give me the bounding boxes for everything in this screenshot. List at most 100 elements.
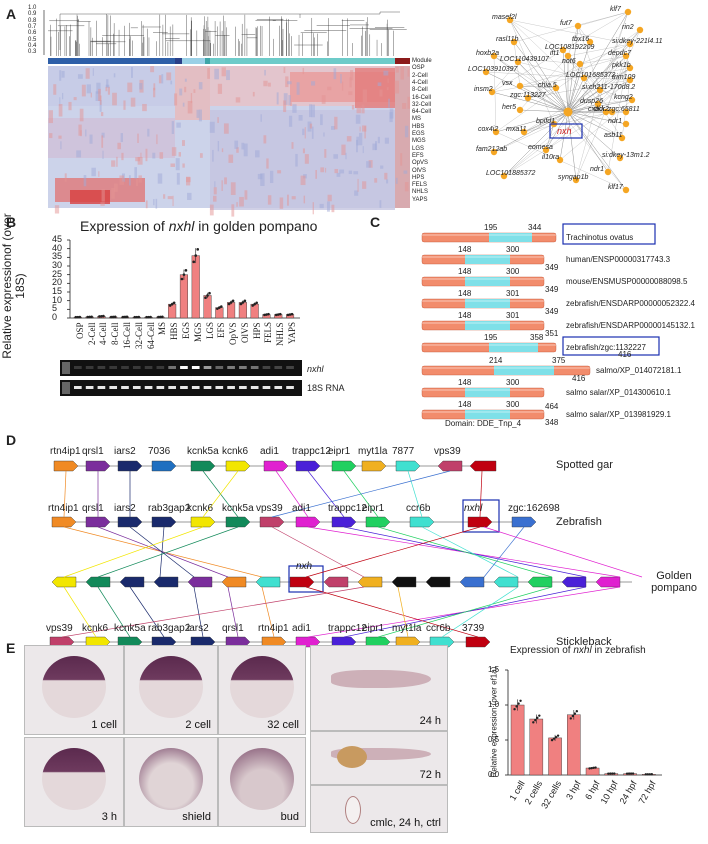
- network-node: [622, 120, 630, 128]
- species-label: Stickleback: [556, 636, 612, 648]
- network-gene-label: kcng2: [614, 94, 633, 101]
- heatmap-cell: [170, 163, 176, 167]
- heatmap-cell: [48, 110, 53, 124]
- heatmap-cell: [170, 80, 173, 85]
- gel-band-nxhl: [144, 366, 153, 369]
- chart-b-point: [137, 315, 141, 319]
- network-gene-label: eomesa: [528, 144, 553, 151]
- heatmap-cell: [92, 68, 94, 76]
- heatmap-row-label: MGS: [412, 138, 426, 145]
- heatmap-block: [395, 66, 410, 208]
- heatmap-cell: [135, 178, 139, 187]
- embryo-shape: [230, 748, 294, 810]
- chart-e-point: [571, 714, 575, 718]
- gel-band-18s: [203, 386, 212, 389]
- heatmap-cell: [379, 89, 383, 97]
- heatmap-cell: [362, 89, 368, 103]
- panel-label-d: D: [6, 432, 17, 448]
- heatmap-cell: [134, 167, 137, 179]
- heatmap-cell: [98, 88, 101, 101]
- heatmap-cell: [350, 70, 354, 81]
- gel-band-18s: [121, 386, 129, 389]
- heatmap-cell: [377, 136, 380, 144]
- heatmap-cell: [336, 172, 341, 177]
- heatmap-cell: [209, 121, 215, 133]
- heatmap-cell: [121, 173, 125, 182]
- heatmap-cell: [267, 82, 271, 87]
- protein-length-2: 416: [618, 350, 632, 359]
- heatmap-cell: [61, 70, 65, 78]
- gar-gene-label: 7036: [148, 446, 171, 457]
- network-edge: [513, 41, 569, 113]
- heatmap-cell: [76, 150, 82, 158]
- embryo-caption: cmlc, 24 h, ctrl: [370, 817, 441, 829]
- gel-band-nxhl: [274, 366, 283, 369]
- module-color-bar: [175, 58, 182, 64]
- heatmap-cell: [239, 196, 244, 207]
- heatmap-cell: [80, 130, 82, 137]
- heatmap-cell: [354, 190, 359, 196]
- heatmap-cell: [182, 140, 185, 146]
- network-gene-label: ndr1: [608, 118, 623, 125]
- network-edge: [555, 87, 569, 113]
- heatmap-cell: [327, 194, 332, 202]
- chart-b-point: [182, 273, 186, 276]
- heatmap-cell: [155, 198, 158, 209]
- heatmap-cell: [68, 101, 72, 111]
- dendrogram-tick-label: 0.7: [28, 23, 37, 30]
- chart-e-point: [627, 772, 631, 775]
- heatmap-block: [210, 66, 395, 106]
- chart-b-point: [206, 294, 209, 297]
- heatmap-cell: [174, 93, 178, 106]
- network-gene-label: cox4i2: [478, 126, 499, 133]
- chart-e-y-tick-label: 1.5: [488, 665, 500, 674]
- stickleback-gene-label: ccr6b: [426, 623, 451, 634]
- stickleback-gene-label: rab3gap2: [148, 623, 191, 634]
- heatmap-cell: [368, 160, 373, 168]
- heatmap-cell: [79, 108, 84, 122]
- heatmap-cell: [59, 70, 62, 81]
- heatmap-block: [48, 66, 175, 106]
- chart-b-bar: [109, 316, 118, 319]
- chart-b-x-tick-label: 2-Cell: [86, 322, 97, 346]
- heatmap-cell: [283, 67, 286, 74]
- gel-band-nxhl: [97, 366, 106, 369]
- heatmap-cell: [355, 114, 361, 124]
- synteny-line: [305, 526, 481, 578]
- gel-band-nxhl: [250, 366, 259, 369]
- heatmap-cell: [107, 86, 110, 95]
- chart-e-point: [515, 705, 518, 708]
- gel-band-nxhl: [227, 366, 235, 369]
- heatmap-block: [70, 190, 110, 204]
- chart-b-point: [286, 313, 290, 317]
- heatmap-cell: [198, 82, 203, 90]
- chart-b-x-tick-label: 64-Cell: [145, 322, 156, 349]
- chart-b-point: [267, 312, 270, 316]
- domain-region: [489, 343, 538, 352]
- dendrogram-tick-label: 0.9: [28, 11, 37, 18]
- gel-band-nxhl: [215, 366, 224, 369]
- chart-e-x-tick-label: 3 hpf: [563, 779, 583, 802]
- embryo-image: 3 h: [24, 737, 124, 827]
- chart-b-y-tick-label: 20: [52, 277, 63, 288]
- chart-b-point: [145, 315, 148, 319]
- domain-legend: Domain: DDE_Tnp_4: [445, 419, 522, 428]
- zebrafish-gene-label: adi1: [292, 503, 311, 514]
- protein-length: 349: [545, 285, 559, 294]
- gene-arrow: [511, 516, 537, 528]
- network-gene-label: LOC103910397: [468, 66, 518, 73]
- heatmap-cell: [386, 87, 389, 91]
- network-gene-label: si:dkey-221l4.11: [612, 38, 663, 45]
- chart-e-point: [552, 737, 556, 740]
- module-color-bar: [182, 58, 205, 64]
- gel-band-18s: [274, 386, 283, 389]
- chart-b-point: [157, 315, 160, 319]
- network-gene-label: tbx16: [572, 36, 590, 43]
- heatmap-cell: [127, 82, 133, 93]
- gar-gene-label: qrsl1: [82, 446, 104, 457]
- heatmap-cell: [53, 84, 57, 95]
- stickleback-gene-label: 3739: [462, 623, 485, 634]
- chart-e-point: [625, 772, 629, 775]
- heatmap-row-label: EFS: [412, 152, 424, 159]
- heatmap-cell: [257, 173, 263, 180]
